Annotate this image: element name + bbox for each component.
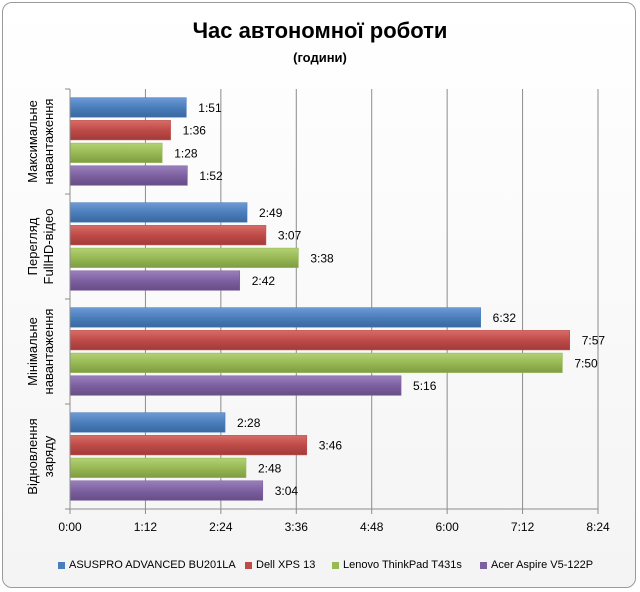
data-label: 5:16 <box>413 379 437 393</box>
data-label: 1:28 <box>174 146 198 160</box>
data-label: 7:57 <box>582 334 606 348</box>
x-tick-label: 3:36 <box>285 520 309 534</box>
category-label: Відновлення заряду <box>25 418 56 494</box>
legend-label: ASUSPRO ADVANCED BU201LA <box>69 559 236 571</box>
category-label-line: Максимальне <box>25 100 40 183</box>
bar <box>69 480 264 501</box>
chart-title: Час автономної роботи <box>192 18 448 43</box>
bar <box>69 225 267 246</box>
data-label: 3:38 <box>310 251 334 265</box>
category-label-line: Відновлення <box>25 418 40 494</box>
legend-item: Lenovo ThinkPad T431s <box>332 559 462 571</box>
bar <box>69 97 187 118</box>
x-tick-label: 0:00 <box>58 520 82 534</box>
data-label: 2:42 <box>252 274 276 288</box>
data-label: 3:07 <box>278 229 302 243</box>
data-label: 6:32 <box>493 311 517 325</box>
bar <box>69 352 563 373</box>
legend-label: Lenovo ThinkPad T431s <box>343 559 462 571</box>
category-label: Максимальне навантаження <box>25 99 56 185</box>
data-label: 2:48 <box>258 461 282 475</box>
x-tick-label: 6:00 <box>435 520 459 534</box>
x-tick-label: 2:24 <box>209 520 233 534</box>
legend-item: Dell XPS 13 <box>245 559 315 571</box>
bar <box>69 165 188 186</box>
x-tick-label: 4:48 <box>360 520 384 534</box>
legend-swatch <box>332 561 339 569</box>
legend-label: Dell XPS 13 <box>256 559 316 571</box>
data-label: 2:28 <box>237 416 261 430</box>
category-label-line: навантаження <box>41 99 56 185</box>
data-label: 2:49 <box>259 206 283 220</box>
category-label-line: Перегляд <box>25 217 40 275</box>
bar <box>69 120 171 141</box>
category-label-line: навантаження <box>41 309 56 395</box>
category-label-line: Мінімальне <box>25 317 40 386</box>
legend-swatch <box>480 561 487 569</box>
legend-item: Acer Aspire V5-122P <box>480 559 593 571</box>
category-label-line: заряду <box>41 435 56 477</box>
bar <box>69 142 163 163</box>
bar <box>69 307 481 328</box>
bar <box>69 202 248 223</box>
bar <box>69 457 247 478</box>
bar <box>69 435 308 456</box>
category-label: Мінімальне навантаження <box>25 309 56 395</box>
bar <box>69 375 402 396</box>
x-tick-label: 1:12 <box>134 520 158 534</box>
bar <box>69 412 226 433</box>
category-label: Перегляд FullHD-відео <box>25 209 56 285</box>
legend-swatch <box>58 561 65 569</box>
bar <box>69 330 571 351</box>
x-tick-label: 7:12 <box>511 520 535 534</box>
legend-item: ASUSPRO ADVANCED BU201LA <box>58 559 236 571</box>
bar <box>69 270 241 291</box>
data-label: 3:04 <box>275 484 299 498</box>
chart-subtitle: (години) <box>293 50 347 65</box>
data-label: 1:52 <box>199 169 223 183</box>
x-tick-label: 8:24 <box>586 520 610 534</box>
bar <box>69 247 299 268</box>
data-label: 7:50 <box>574 356 598 370</box>
category-label-line: FullHD-відео <box>41 209 56 285</box>
data-label: 1:36 <box>183 124 207 138</box>
legend-label: Acer Aspire V5-122P <box>491 559 594 571</box>
data-label: 3:46 <box>319 439 343 453</box>
data-label: 1:51 <box>198 101 222 115</box>
legend-swatch <box>245 561 252 569</box>
